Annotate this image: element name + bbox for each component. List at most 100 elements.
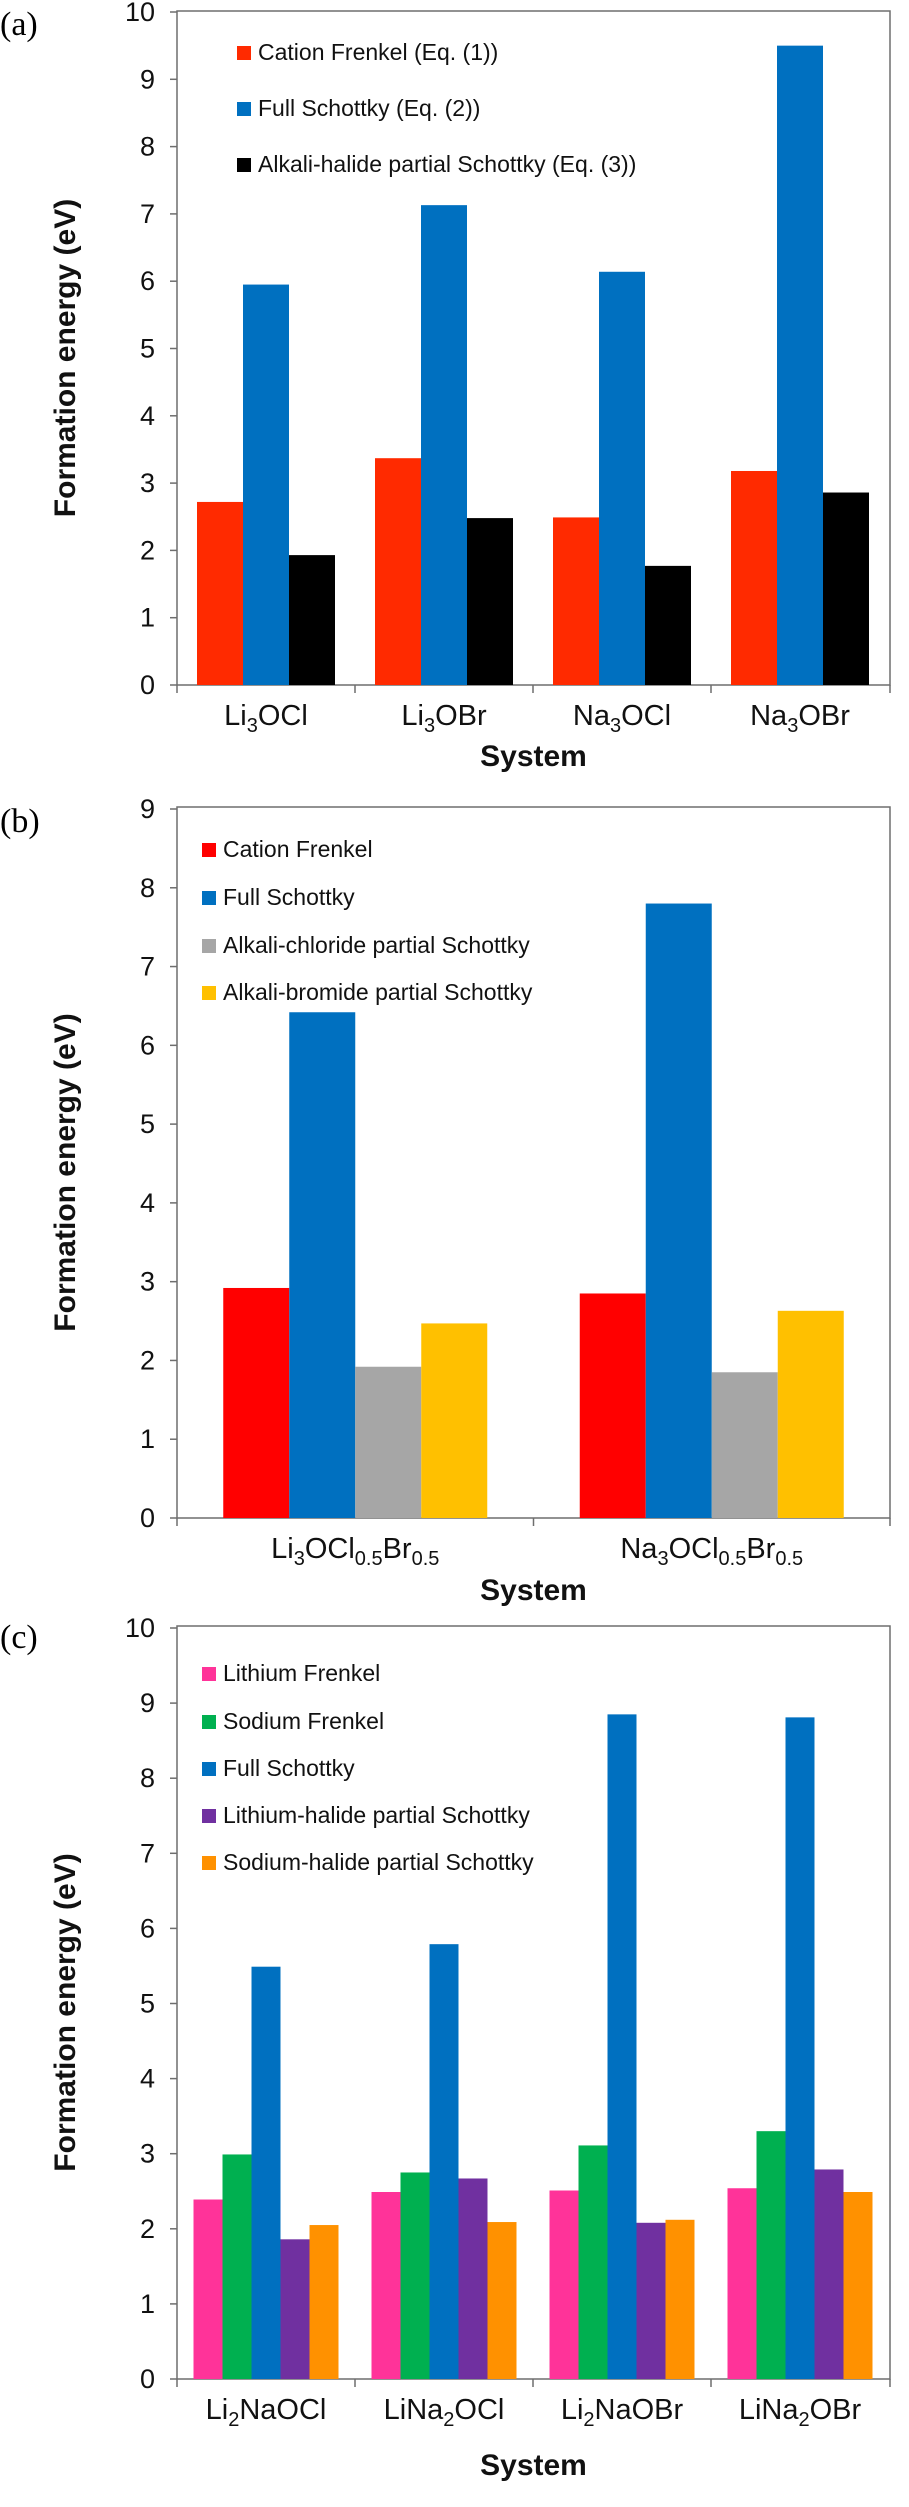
y-tick-label: 1 [140,2289,155,2319]
bar [645,565,691,685]
y-tick-label: 7 [140,952,155,982]
y-tick-label: 2 [140,1345,155,1375]
y-tick-label: 8 [140,132,155,162]
y-tick-label: 2 [140,535,155,565]
bar [289,1012,356,1518]
bar [665,2219,695,2379]
y-tick-label: 3 [140,2139,155,2169]
bar [645,903,712,1518]
bar [375,458,421,685]
y-tick-label: 8 [140,1763,155,1793]
y-tick-label: 4 [140,1188,155,1218]
bar [549,2190,579,2379]
legend-swatch [202,986,216,1000]
x-tick-label: Na3OCl0.5Br0.5 [620,1533,803,1570]
y-tick-label: 0 [140,1503,155,1533]
x-tick-label: Li3OCl [224,700,308,737]
panel-label: (a) [0,6,38,43]
x-tick-label: Li2NaOBr [561,2394,684,2431]
bar [777,45,823,685]
panel-label: (c) [0,1619,38,1656]
legend-swatch [202,1715,216,1729]
y-tick-label: 9 [140,64,155,94]
y-tick-label: 3 [140,468,155,498]
legend-entry: Full Schottky (Eq. (2)) [258,95,480,121]
panel-label: (b) [0,803,40,840]
legend-entry: Alkali-halide partial Schottky (Eq. (3)) [258,151,636,177]
y-tick-label: 0 [140,670,155,700]
bar [400,2172,430,2379]
y-tick-label: 5 [140,1109,155,1139]
bar [487,2222,517,2379]
bar [711,1372,778,1518]
x-axis-title: System [480,2449,587,2482]
x-tick-label: Li3OCl0.5Br0.5 [271,1533,439,1570]
bar [251,1966,281,2379]
x-tick-label: Li3OBr [401,700,487,737]
bar [223,1287,290,1518]
y-tick-label: 4 [140,401,155,431]
legend: Cation Frenkel Full Schottky Alkali-chlori… [202,836,533,1005]
y-tick-label: 1 [140,1424,155,1454]
bar [421,1323,488,1518]
legend: Lithium Frenkel Sodium Frenkel Full Schott… [202,1660,534,1875]
x-tick-label: Li2NaOCl [206,2394,327,2431]
y-tick-label: 2 [140,2214,155,2244]
chart-panel-1: (a) 0 1 2 3 4 5 6 7 8 9 10 Formation energy (eV) Li3O… [0,0,891,773]
y-tick-label: 6 [140,1913,155,1943]
bar [579,1293,646,1518]
y-tick-label: 0 [140,2364,155,2394]
bar [222,2154,252,2379]
y-tick-label: 8 [140,873,155,903]
bar [843,2192,873,2379]
x-tick-label: LiNa2OBr [739,2394,862,2431]
bar [309,2225,339,2379]
x-axis-title: System [480,740,587,773]
y-tick-label: 10 [125,1613,155,1643]
bar [458,2178,488,2379]
legend-swatch [237,158,251,172]
bar [814,2169,844,2379]
y-tick-label: 9 [140,794,155,824]
legend-swatch [237,102,251,116]
y-tick-label: 1 [140,603,155,633]
bar [421,205,467,685]
legend-swatch [202,939,216,953]
legend-swatch [202,1856,216,1870]
bar [243,284,289,685]
bar [785,1717,815,2379]
bar [636,2222,666,2379]
x-tick-label: LiNa2OCl [384,2394,505,2431]
bar [193,2199,223,2379]
y-axis-title: Formation energy (eV) [49,1853,82,2171]
bar [578,2145,608,2379]
legend-entry: Full Schottky [223,884,355,910]
legend-entry: Sodium Frenkel [223,1708,384,1734]
y-tick-label: 5 [140,334,155,364]
legend-entry: Cation Frenkel (Eq. (1)) [258,39,498,65]
legend-entry: Sodium-halide partial Schottky [223,1849,534,1875]
y-tick-label: 10 [125,0,155,27]
x-axis-title: System [480,1574,587,1607]
bar [731,470,777,685]
y-tick-label: 7 [140,1838,155,1868]
bar [371,2192,401,2379]
bar [599,271,645,685]
y-axis-title: Formation energy (eV) [49,199,82,517]
legend: Cation Frenkel (Eq. (1)) Full Schottky (E… [237,39,636,177]
x-tick-label: Na3OBr [750,700,850,737]
bar [355,1366,422,1518]
legend-swatch [202,1809,216,1823]
y-tick-label: 6 [140,1030,155,1060]
chart-panel-2: (b) 0 1 2 3 4 5 6 7 8 9 Formation energy (eV) Li3OCl… [0,794,891,1607]
y-tick-label: 7 [140,199,155,229]
bar [289,555,335,685]
y-axis-title: Formation energy (eV) [49,1013,82,1331]
bar [197,501,243,685]
y-tick-label: 9 [140,1688,155,1718]
chart-panel-3: (c) 0 1 2 3 4 5 6 7 8 9 10 Formation energy (eV) Li2N… [0,1613,891,2482]
y-tick-label: 5 [140,1989,155,2019]
legend-entry: Lithium-halide partial Schottky [223,1802,530,1828]
bar [429,1944,459,2379]
